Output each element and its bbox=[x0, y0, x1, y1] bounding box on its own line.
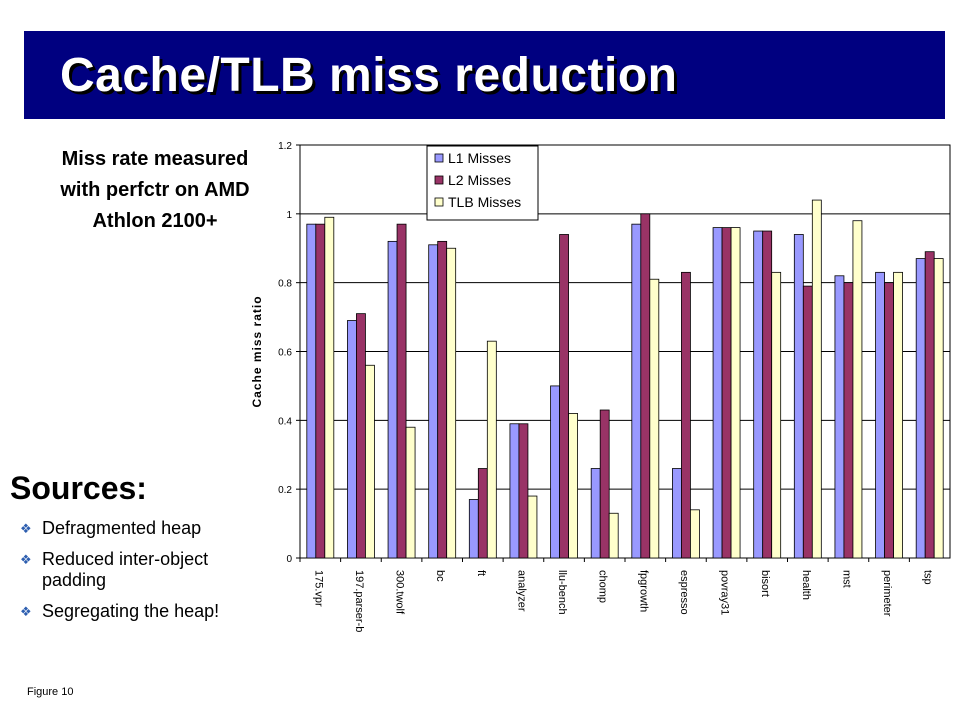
bar-2 bbox=[486, 340, 497, 559]
bar-1 bbox=[924, 251, 935, 559]
bar-0 bbox=[306, 223, 317, 559]
legend-label-0: L1 Misses bbox=[448, 150, 511, 166]
bar-0 bbox=[509, 423, 520, 559]
legend-swatch-1 bbox=[434, 175, 444, 185]
bar-0 bbox=[712, 227, 723, 559]
miss-rate-line-1: Miss rate measured bbox=[61, 148, 249, 170]
bar-1 bbox=[640, 213, 651, 559]
bar-0 bbox=[347, 320, 357, 559]
x-tick-label: health bbox=[800, 570, 812, 600]
bar-2 bbox=[893, 271, 903, 559]
title-shadow: Cache/TLB miss reduction bbox=[63, 52, 681, 105]
legend-label-1: L2 Misses bbox=[448, 172, 511, 188]
bullet-text: Reduced inter-object padding bbox=[42, 549, 209, 590]
bar-0 bbox=[834, 275, 845, 559]
bar-0 bbox=[631, 223, 642, 559]
bar-0 bbox=[875, 271, 885, 559]
legend bbox=[426, 145, 539, 221]
slide-title: Cache/TLB miss reduction bbox=[60, 49, 678, 102]
x-tick-label: ft bbox=[475, 570, 487, 576]
bar-0 bbox=[753, 230, 764, 559]
bar-1 bbox=[437, 240, 448, 559]
x-tick-label: bc bbox=[434, 570, 446, 582]
bar-0 bbox=[793, 234, 804, 559]
y-tick-label: 0.8 bbox=[278, 279, 292, 290]
legend-swatch-0 bbox=[434, 153, 444, 163]
bar-1 bbox=[843, 282, 854, 559]
legend-label-2: TLB Misses bbox=[448, 194, 521, 210]
y-tick-label: 1.2 bbox=[278, 141, 292, 152]
x-tick-label: 175.vpr bbox=[312, 570, 324, 607]
bar-0 bbox=[550, 385, 560, 559]
bar-1 bbox=[315, 223, 326, 559]
bar-2 bbox=[608, 512, 619, 559]
bullet-text: Defragmented heap bbox=[42, 518, 202, 538]
bar-1 bbox=[477, 468, 488, 559]
bar-0 bbox=[590, 468, 601, 559]
y-tick-label: 0.4 bbox=[278, 416, 292, 427]
bar-1 bbox=[599, 409, 610, 559]
bar-2 bbox=[527, 495, 538, 559]
sources-list: ❖ Defragmented heap ❖ Reduced inter-obje… bbox=[20, 518, 260, 632]
bar-0 bbox=[468, 499, 479, 559]
x-tick-label: espresso bbox=[678, 570, 690, 615]
y-tick-label: 1 bbox=[286, 210, 292, 221]
bar-2 bbox=[933, 258, 944, 559]
title-bar bbox=[24, 31, 945, 119]
bar-1 bbox=[802, 285, 813, 559]
x-tick-label: povray31 bbox=[719, 570, 731, 615]
bar-1 bbox=[518, 423, 529, 559]
bar-0 bbox=[915, 258, 926, 559]
y-axis-label: Cache miss ratio bbox=[250, 295, 264, 407]
bar-0 bbox=[672, 468, 682, 559]
bar-1 bbox=[721, 227, 732, 559]
bar-2 bbox=[324, 216, 335, 559]
bar-2 bbox=[405, 426, 416, 559]
x-tick-label: fpgrowth bbox=[637, 570, 649, 612]
bar-0 bbox=[387, 240, 398, 559]
x-tick-label: tsp bbox=[922, 570, 934, 585]
bar-1 bbox=[559, 234, 569, 559]
bar-1 bbox=[884, 282, 894, 559]
sources-heading: Sources: bbox=[10, 470, 147, 506]
bullet-item: ❖ Defragmented heap bbox=[20, 518, 260, 539]
x-tick-label: 197.parser-b bbox=[353, 570, 365, 632]
diamond-bullet-icon: ❖ bbox=[20, 552, 32, 567]
y-tick-label: 0.2 bbox=[278, 485, 292, 496]
x-tick-label: llu-bench bbox=[556, 570, 568, 615]
x-tick-label: mst bbox=[840, 570, 852, 588]
bar-2 bbox=[852, 220, 863, 559]
x-tick-label: perimeter bbox=[881, 570, 893, 617]
x-tick-label: chomp bbox=[597, 570, 609, 603]
diamond-bullet-icon: ❖ bbox=[20, 521, 32, 536]
bar-1 bbox=[681, 271, 691, 559]
y-tick-label: 0.6 bbox=[278, 348, 292, 359]
bar-0 bbox=[428, 244, 439, 559]
diamond-bullet-icon: ❖ bbox=[20, 604, 32, 619]
bar-2 bbox=[771, 271, 782, 559]
x-tick-label: 300.twolf bbox=[394, 570, 406, 615]
x-tick-label: analyzer bbox=[515, 570, 527, 612]
bar-2 bbox=[811, 199, 822, 559]
bullet-item: ❖ Reduced inter-object padding bbox=[20, 549, 260, 591]
miss-rate-line-3: Athlon 2100+ bbox=[92, 210, 218, 232]
bar-2 bbox=[568, 413, 578, 559]
miss-rate-line-2: with perfctr on AMD bbox=[60, 179, 250, 201]
bar-2 bbox=[690, 509, 700, 559]
figure-label: Figure 10 bbox=[27, 686, 74, 698]
bar-2 bbox=[365, 364, 375, 559]
bar-1 bbox=[762, 230, 773, 559]
miss-rate-note: Miss rate measured with perfctr on AMD A… bbox=[30, 144, 280, 237]
bar-1 bbox=[396, 223, 407, 559]
bullet-text: Segregating the heap! bbox=[42, 601, 220, 621]
bar-2 bbox=[649, 278, 660, 559]
bar-2 bbox=[730, 227, 741, 559]
x-tick-label: bisort bbox=[759, 570, 771, 597]
y-tick-label: 0 bbox=[286, 554, 292, 565]
bar-2 bbox=[446, 247, 457, 559]
bullet-item: ❖ Segregating the heap! bbox=[20, 601, 260, 622]
bar-1 bbox=[356, 313, 366, 559]
legend-swatch-2 bbox=[434, 197, 444, 207]
